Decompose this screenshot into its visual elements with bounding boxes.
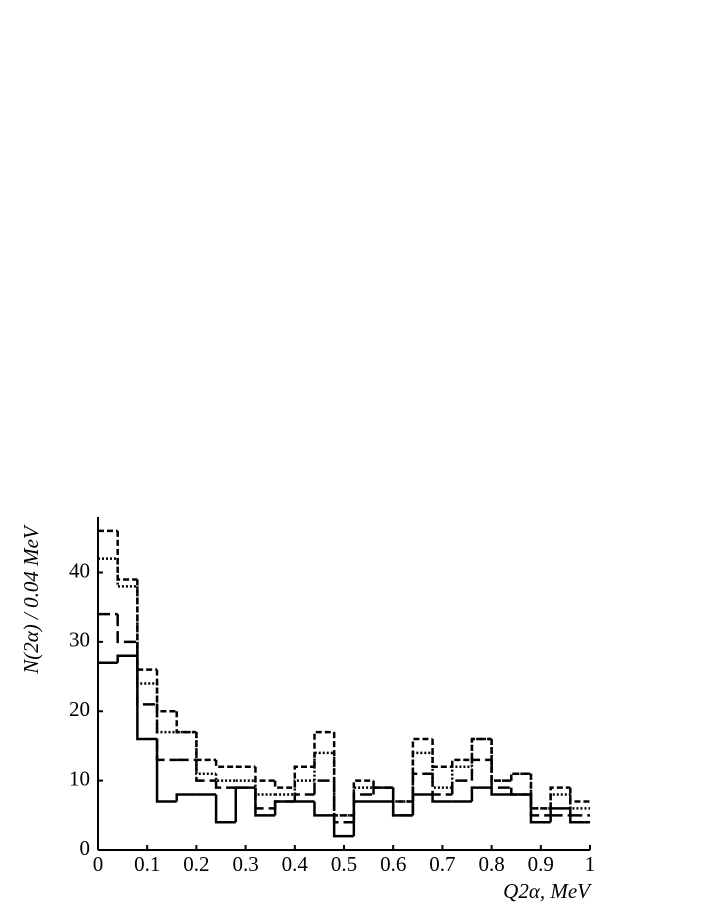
histogram-step <box>155 669 177 713</box>
histogram-step <box>431 773 453 796</box>
histogram-step <box>313 779 335 795</box>
x-tick-label: 0.8 <box>478 852 504 876</box>
x-tick-label: 0.7 <box>429 852 455 876</box>
histogram-step <box>391 787 413 803</box>
histogram-step <box>254 766 276 782</box>
histogram-step <box>391 801 413 817</box>
histogram-step <box>175 793 197 802</box>
y-tick-label: 0 <box>80 836 91 860</box>
histogram-step <box>195 759 217 782</box>
x-tick-label: 0.6 <box>380 852 406 876</box>
x-axis-label: Q2α, MeV <box>503 879 592 903</box>
histogram-step <box>332 752 354 817</box>
x-tick-label: 0.3 <box>232 852 258 876</box>
histogram-step <box>431 752 453 789</box>
histogram-step <box>569 787 590 803</box>
histogram-step <box>411 793 433 816</box>
histogram-step <box>273 780 295 789</box>
histogram-step <box>195 732 217 775</box>
y-tick-label: 10 <box>69 766 90 790</box>
x-tick-label: 1 <box>585 852 596 876</box>
histogram-step <box>450 758 472 767</box>
histogram-step <box>116 654 138 663</box>
y-axis-label: N(2α) / 0.04 MeV <box>19 524 43 675</box>
x-tick-label: 0.4 <box>282 852 309 876</box>
histogram-step <box>450 779 472 795</box>
histogram-step <box>214 773 236 782</box>
histogram-step <box>214 759 236 768</box>
histogram-step <box>116 558 138 588</box>
histogram-step <box>352 800 374 837</box>
histogram-step <box>470 758 492 781</box>
histogram-step <box>490 759 512 789</box>
histogram-step <box>116 530 138 581</box>
histogram-step <box>136 655 158 741</box>
histogram-step <box>195 732 217 762</box>
histogram-step <box>431 794 453 803</box>
x-tick-label: 0.2 <box>183 852 209 876</box>
x-tick-label: 0 <box>93 852 104 876</box>
histogram-step <box>391 787 413 803</box>
histogram-step <box>254 787 276 810</box>
y-tick-label: 40 <box>69 558 90 582</box>
histogram-step <box>549 793 571 809</box>
histogram-step <box>470 737 492 760</box>
y-tick-label: 20 <box>69 697 90 721</box>
histogram-step <box>510 787 531 796</box>
histogram-step <box>273 800 295 816</box>
histogram-step <box>529 773 551 810</box>
histogram-step <box>549 786 571 809</box>
histogram-step <box>470 737 492 767</box>
histogram-step <box>529 773 551 810</box>
histogram-step <box>155 683 177 734</box>
histogram-step <box>313 801 335 817</box>
histogram-step <box>490 787 512 796</box>
histogram-step <box>431 739 453 768</box>
histogram-step <box>352 793 374 823</box>
histogram-step <box>470 786 492 802</box>
histogram-step <box>293 779 315 795</box>
histogram-step <box>372 780 394 789</box>
histogram-step <box>234 786 256 823</box>
histogram-step <box>332 780 354 824</box>
histogram-step <box>352 779 374 816</box>
histogram-step <box>332 815 354 838</box>
x-tick-label: 0.5 <box>331 852 357 876</box>
histogram-step <box>155 704 177 762</box>
histogram-step <box>450 765 472 788</box>
histogram-step <box>490 739 512 782</box>
histogram-step <box>332 732 354 817</box>
histogram-step <box>214 794 236 824</box>
histogram-step <box>313 730 335 767</box>
y-tick-label: 30 <box>69 628 90 652</box>
histogram-step <box>136 641 158 706</box>
histogram-step <box>411 737 433 802</box>
histogram-step <box>293 765 315 788</box>
x-tick-label: 0.1 <box>134 852 160 876</box>
histogram-step <box>490 739 512 782</box>
histogram-step <box>116 614 138 644</box>
histogram-step <box>569 808 590 824</box>
histogram-step <box>254 787 276 817</box>
histogram-step <box>529 794 551 817</box>
histogram-step <box>136 579 158 671</box>
histogram-step <box>273 800 295 809</box>
histogram-step <box>313 751 335 781</box>
histogram-step <box>254 780 276 796</box>
histogram-step <box>510 772 531 781</box>
histogram-step <box>155 739 177 803</box>
histogram-step <box>214 780 236 789</box>
x-tick-label: 0.9 <box>528 852 554 876</box>
histogram-step <box>175 711 197 734</box>
